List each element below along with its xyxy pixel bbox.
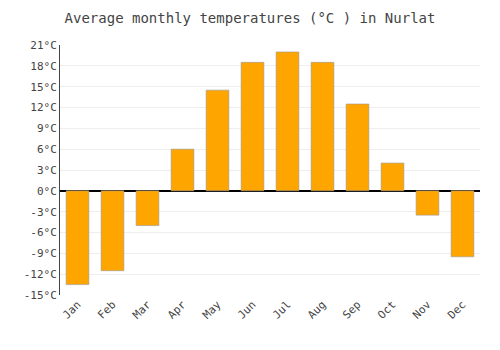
svg-text:Mar: Mar <box>130 298 154 322</box>
svg-text:0°C: 0°C <box>37 185 57 198</box>
svg-text:-3°C: -3°C <box>30 206 57 219</box>
svg-text:12°C: 12°C <box>30 101 57 114</box>
svg-text:Jun: Jun <box>235 298 258 321</box>
svg-text:Jan: Jan <box>60 298 83 321</box>
svg-text:21°C: 21°C <box>30 39 57 52</box>
svg-text:6°C: 6°C <box>37 143 57 156</box>
svg-text:-15°C: -15°C <box>24 289 57 302</box>
svg-text:May: May <box>200 298 224 322</box>
svg-text:Oct: Oct <box>375 298 398 321</box>
svg-text:9°C: 9°C <box>37 122 57 135</box>
svg-text:Average monthly temperatures (: Average monthly temperatures (°C ) in Nu… <box>65 10 436 26</box>
svg-text:-6°C: -6°C <box>30 226 57 239</box>
svg-text:3°C: 3°C <box>37 164 57 177</box>
svg-text:-9°C: -9°C <box>30 247 57 260</box>
svg-text:Apr: Apr <box>165 298 189 322</box>
svg-text:Aug: Aug <box>305 298 328 321</box>
svg-text:Feb: Feb <box>95 298 118 321</box>
svg-text:Sep: Sep <box>340 298 363 321</box>
svg-text:Dec: Dec <box>445 298 468 321</box>
svg-text:18°C: 18°C <box>30 60 57 73</box>
svg-text:15°C: 15°C <box>30 81 57 94</box>
svg-text:-12°C: -12°C <box>24 268 57 281</box>
svg-text:Nov: Nov <box>410 298 434 322</box>
svg-text:Jul: Jul <box>270 298 293 321</box>
